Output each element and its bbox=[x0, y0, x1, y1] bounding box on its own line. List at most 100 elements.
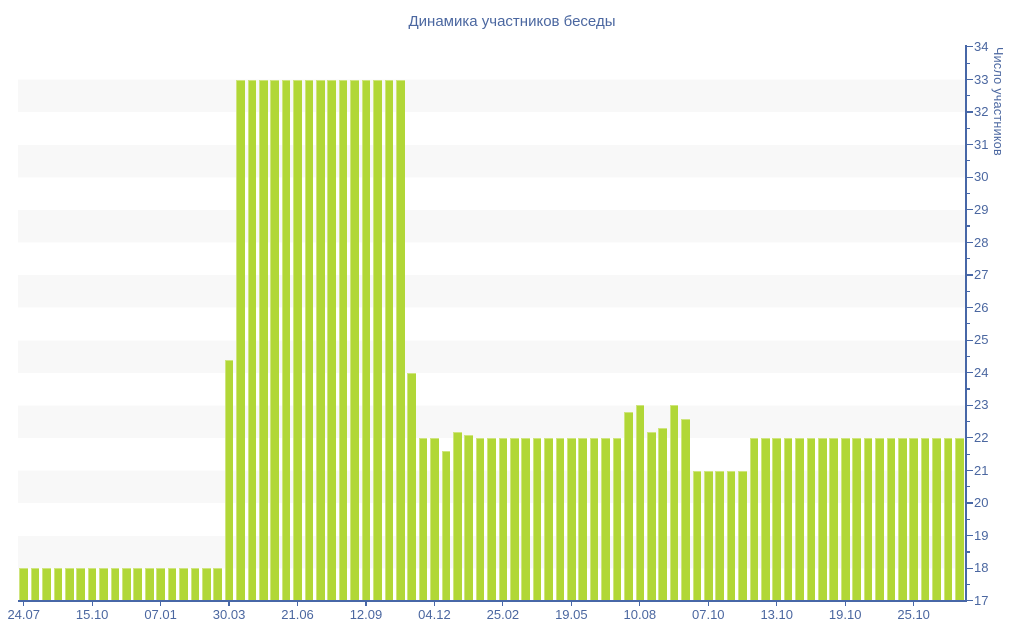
bar bbox=[133, 568, 143, 602]
x-tick bbox=[228, 601, 230, 606]
bar bbox=[863, 438, 873, 602]
y-minor-tick bbox=[966, 323, 970, 325]
y-tick-label: 26 bbox=[974, 299, 989, 315]
y-tick-label: 28 bbox=[974, 234, 989, 250]
bar bbox=[53, 568, 63, 602]
y-minor-tick bbox=[966, 290, 970, 292]
bars-container bbox=[18, 47, 965, 602]
x-tick bbox=[365, 601, 367, 606]
bar bbox=[897, 438, 907, 602]
x-tick bbox=[776, 601, 778, 606]
y-minor-tick bbox=[966, 62, 970, 64]
bar bbox=[30, 568, 40, 602]
bar bbox=[350, 79, 359, 602]
y-major-tick bbox=[966, 372, 973, 374]
bar bbox=[361, 79, 371, 602]
y-minor-tick bbox=[966, 388, 970, 390]
bar bbox=[418, 438, 428, 602]
y-axis-title: Число участников bbox=[991, 47, 1005, 156]
bar bbox=[384, 79, 394, 602]
y-tick-label: 22 bbox=[974, 430, 989, 446]
y-minor-tick bbox=[966, 453, 970, 455]
y-tick-label: 17 bbox=[974, 593, 989, 608]
bar bbox=[76, 568, 86, 602]
x-tick-label: 30.03 bbox=[212, 607, 246, 622]
y-tick-label: 29 bbox=[974, 201, 989, 217]
x-tick bbox=[296, 601, 299, 606]
x-tick bbox=[639, 601, 641, 606]
y-minor-tick bbox=[966, 421, 970, 423]
bar bbox=[247, 79, 257, 602]
bar bbox=[510, 438, 519, 602]
y-major-tick bbox=[966, 144, 973, 146]
bar bbox=[464, 434, 473, 602]
y-major-tick bbox=[966, 535, 973, 537]
y-major-tick bbox=[966, 306, 973, 309]
x-tick-label: 15.10 bbox=[75, 607, 109, 622]
y-major-tick bbox=[966, 600, 973, 602]
bar bbox=[909, 438, 918, 602]
bar bbox=[373, 79, 382, 602]
x-tick bbox=[433, 601, 436, 606]
bar bbox=[783, 438, 793, 602]
x-tick-label: 24.07 bbox=[7, 607, 40, 622]
bar bbox=[932, 438, 941, 602]
bar bbox=[532, 438, 542, 602]
bar bbox=[669, 405, 679, 602]
y-tick-label: 30 bbox=[974, 169, 989, 185]
bar bbox=[144, 568, 154, 602]
x-tick bbox=[913, 601, 915, 606]
y-tick-label: 34 bbox=[974, 39, 989, 54]
bar bbox=[567, 438, 576, 602]
bar bbox=[681, 418, 690, 602]
y-major-tick bbox=[966, 78, 973, 81]
y-major-tick bbox=[966, 567, 973, 569]
bar bbox=[703, 470, 713, 602]
bar bbox=[42, 568, 51, 602]
bar bbox=[806, 438, 816, 602]
bar bbox=[840, 438, 850, 602]
bar bbox=[452, 431, 462, 602]
bar bbox=[475, 438, 485, 602]
x-tick bbox=[23, 601, 25, 606]
y-minor-tick bbox=[966, 583, 970, 586]
bar bbox=[87, 568, 97, 602]
x-axis-line bbox=[18, 600, 967, 602]
y-minor-tick bbox=[966, 518, 970, 520]
bar bbox=[738, 470, 747, 602]
bar bbox=[612, 438, 622, 602]
y-major-tick bbox=[966, 339, 973, 341]
bar bbox=[818, 438, 827, 602]
bar bbox=[624, 411, 633, 602]
bar bbox=[338, 79, 348, 602]
y-minor-tick bbox=[966, 225, 970, 227]
y-major-tick bbox=[966, 241, 973, 243]
bar bbox=[920, 438, 930, 602]
y-tick-label: 18 bbox=[974, 560, 989, 576]
y-minor-tick bbox=[966, 355, 970, 358]
x-tick-label: 21.06 bbox=[281, 607, 314, 622]
y-major-tick bbox=[966, 209, 973, 211]
y-axis-line bbox=[965, 45, 967, 601]
bar bbox=[201, 568, 211, 602]
bar bbox=[236, 79, 245, 602]
bar bbox=[122, 568, 131, 602]
bar bbox=[795, 438, 804, 602]
y-minor-tick bbox=[966, 258, 970, 260]
y-tick-label: 21 bbox=[974, 462, 989, 478]
x-tick bbox=[91, 601, 93, 606]
bar bbox=[407, 372, 416, 602]
bar bbox=[327, 79, 337, 602]
y-minor-tick bbox=[966, 192, 970, 195]
bar bbox=[498, 438, 508, 602]
bar bbox=[658, 428, 667, 602]
bar bbox=[167, 568, 177, 602]
bar bbox=[646, 431, 656, 602]
y-minor-tick bbox=[966, 127, 970, 129]
bar bbox=[224, 359, 234, 602]
y-tick-label: 31 bbox=[974, 136, 989, 152]
bar bbox=[852, 438, 861, 602]
y-tick-label: 32 bbox=[974, 104, 989, 120]
y-major-tick bbox=[966, 469, 973, 472]
bar bbox=[259, 79, 268, 602]
